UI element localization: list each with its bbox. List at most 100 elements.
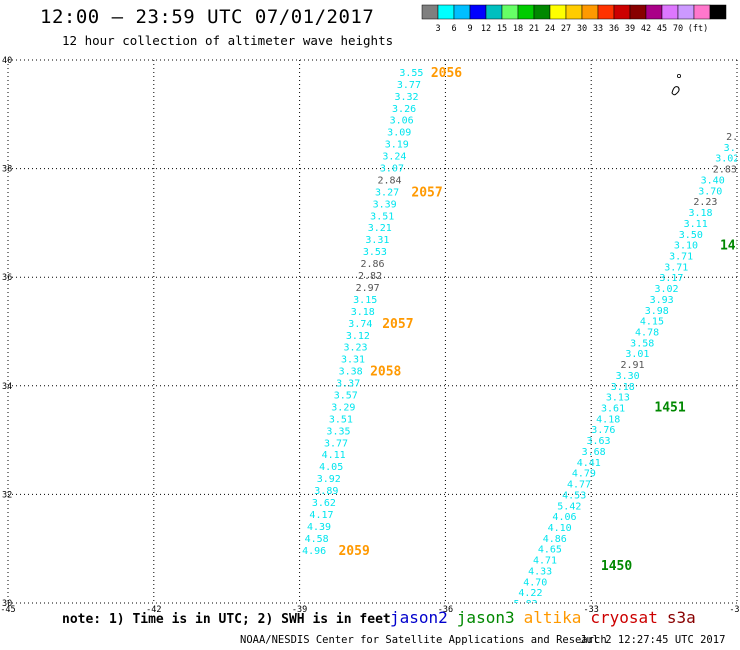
swh-value: 3.77: [324, 438, 348, 449]
map-subtitle: 12 hour collection of altimeter wave hei…: [62, 33, 394, 48]
swh-value: 3.51: [329, 414, 353, 425]
swh-value: 2.97: [356, 283, 380, 294]
swh-value: 4.41: [577, 458, 601, 469]
lat-tick-label: 30: [2, 599, 12, 609]
swh-value: 3.29: [331, 402, 355, 413]
swh-value: 3.24: [382, 152, 406, 163]
swh-value: 3.01: [625, 349, 649, 360]
legend-label: 15: [497, 24, 507, 34]
swh-value: 3.76: [591, 425, 615, 436]
color-scale-legend: 3 6 9 12 15 18 21 24 27 30 33 36 39 42 45 70 (ft): [421, 4, 727, 34]
swh-value: 3.35: [326, 426, 350, 437]
satellite-s3a: s3a: [666, 608, 696, 627]
swh-value: 3.32: [394, 92, 418, 103]
swh-value: 3.50: [679, 230, 703, 241]
swh-value: 2.23: [693, 197, 717, 208]
lon-tick-label: -30: [729, 605, 740, 612]
swh-value: 3.17: [659, 273, 683, 284]
swh-value: 4.39: [307, 522, 331, 533]
swh-value: 3.10: [674, 241, 698, 252]
lat-tick-label: 36: [2, 273, 12, 283]
swh-value: 3.57: [334, 390, 358, 401]
altika-track: 3.553.773.323.263.063.093.193.243.072.84…: [302, 68, 423, 557]
swh-value: 5.42: [557, 501, 581, 512]
credit-line: NOAA/NESDIS Center for Satellite Applica…: [240, 634, 607, 646]
pass-time-label: 2058: [370, 365, 401, 380]
legend-label: 70: [673, 24, 683, 34]
legend-label: 12: [481, 24, 491, 34]
swh-value: 4.71: [533, 556, 557, 567]
legend-label: 36: [609, 24, 619, 34]
swh-value: 3.11: [684, 219, 708, 230]
swh-value: 4.17: [309, 510, 333, 521]
swh-value: 3.62: [312, 498, 336, 509]
swh-value: 3.89: [314, 486, 338, 497]
pass-time-label: 1452: [720, 239, 740, 254]
swh-value: 3.09: [387, 128, 411, 139]
swh-value: 4.78: [635, 328, 659, 339]
legend-label: 21: [529, 24, 539, 34]
wave-height-map: -45-42-39-36-33-304038363432303.553.773.…: [0, 56, 740, 612]
island-outline: [671, 86, 680, 96]
pass-time-label: 1450: [601, 559, 632, 574]
graticule: [7, 59, 738, 604]
swh-value: 4.15: [640, 317, 664, 328]
swh-value: 3.37: [336, 379, 360, 390]
swh-value: 3.98: [645, 306, 669, 317]
swh-value: 3.58: [630, 338, 654, 349]
pass-time-label: 2057: [411, 185, 442, 200]
swh-value: 3.06: [390, 116, 414, 127]
swh-value: 3.68: [582, 447, 606, 458]
swh-value: 3.19: [385, 140, 409, 151]
lat-tick-label: 40: [2, 56, 12, 66]
swh-value: 3.71: [664, 262, 688, 273]
swh-value: 4.79: [572, 469, 596, 480]
lat-tick-label: 34: [2, 382, 12, 392]
lon-tick-label: -45: [0, 605, 15, 612]
swh-value: 3.23: [343, 343, 367, 354]
lon-tick-label: -39: [292, 605, 307, 612]
swh-value: 3.26: [392, 104, 416, 115]
swh-value: 3.18: [351, 307, 375, 318]
swh-value: 4.77: [567, 480, 591, 491]
swh-value: 3.74: [348, 319, 372, 330]
legend-label: 3: [435, 24, 440, 34]
legend-label: 30: [577, 24, 587, 34]
swh-value: 3.02: [715, 154, 739, 165]
swh-value: 3.21: [368, 223, 392, 234]
swh-value: 2.83: [713, 165, 737, 176]
swh-value: 4.05: [319, 462, 343, 473]
footnote: note: 1) Time is in UTC; 2) SWH is in fe…: [62, 612, 391, 627]
pass-time-label: 2059: [338, 544, 369, 559]
pass-time-label: 2056: [431, 66, 462, 81]
swh-value: 4.18: [596, 414, 620, 425]
satellite-key: jason2 jason3 altika cryosat s3a: [390, 608, 705, 627]
map-title: 12:00 – 23:59 UTC 07/01/2017: [40, 6, 375, 28]
swh-value: 3.39: [373, 199, 397, 210]
swh-value: 3.93: [650, 295, 674, 306]
lon-tick-label: -33: [584, 605, 599, 612]
swh-value: 2.86: [360, 259, 384, 270]
swh-value: 2.: [726, 132, 738, 143]
swh-value: 3.77: [397, 80, 421, 91]
swh-value: 4.33: [528, 566, 552, 577]
swh-value: 3.: [724, 143, 736, 154]
swh-value: 3.51: [370, 211, 394, 222]
satellite-jason2: jason2: [390, 608, 448, 627]
legend-label: 45: [657, 24, 667, 34]
swh-value: 3.40: [701, 175, 725, 186]
swh-value: 4.65: [538, 545, 562, 556]
satellite-cryosat: cryosat: [590, 608, 658, 627]
satellite-altika: altika: [523, 608, 582, 627]
swh-value: 4.10: [548, 523, 572, 534]
swh-value: 3.18: [689, 208, 713, 219]
lon-tick-label: -42: [146, 605, 161, 612]
legend-label: 18: [513, 24, 523, 34]
swh-value: 3.30: [616, 371, 640, 382]
swh-value: 2.84: [377, 175, 401, 186]
swh-value: 3.12: [346, 331, 370, 342]
swh-value: 3.53: [363, 247, 387, 258]
swh-value: 3.63: [586, 436, 610, 447]
legend-label: 42: [641, 24, 651, 34]
islet-outline: [677, 74, 682, 79]
